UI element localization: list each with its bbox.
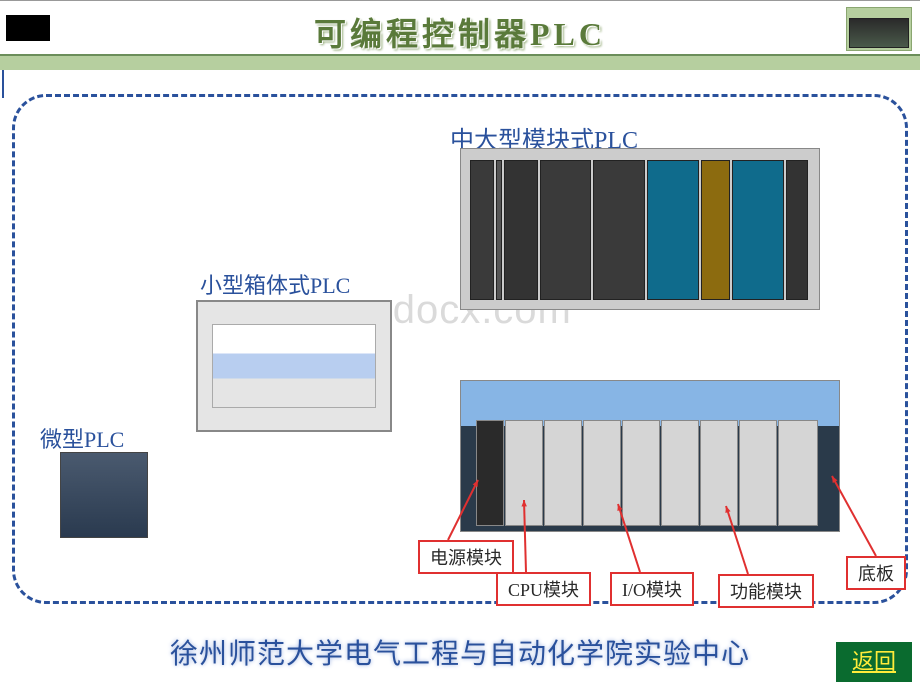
- plc-module: [700, 420, 738, 526]
- plc-rack-1: [470, 160, 810, 300]
- plc-module: [470, 160, 494, 300]
- plc-mini-icon: [849, 18, 909, 48]
- plc-module: [504, 160, 538, 300]
- plc-module: [739, 420, 777, 526]
- label-micro-plc: 微型PLC: [40, 422, 124, 454]
- plc-module: [647, 160, 699, 300]
- header-band: [0, 56, 920, 70]
- plc-module: [661, 420, 699, 526]
- page-title: 可编程控制器PLC: [0, 9, 920, 55]
- header: 可编程控制器PLC: [0, 0, 920, 56]
- plc-module: [778, 420, 818, 526]
- label-small-box-plc: 小型箱体式PLC: [200, 268, 350, 300]
- plc-module: [540, 160, 592, 300]
- plc-module: [732, 160, 784, 300]
- plc-module: [593, 160, 645, 300]
- header-thumb-right: [846, 7, 912, 51]
- image-micro-plc: [60, 452, 148, 538]
- plc-module: [544, 420, 582, 526]
- callout-power: 电源模块: [418, 540, 514, 574]
- plc-module: [701, 160, 731, 300]
- callout-func: 功能模块: [718, 574, 814, 608]
- callout-base: 底板: [846, 556, 906, 590]
- footer-text: 徐州师范大学电气工程与自动化学院实验中心: [0, 632, 920, 672]
- plc-module: [505, 420, 543, 526]
- small-plc-body: [212, 324, 376, 408]
- plc-module: [786, 160, 808, 300]
- plc-module: [496, 160, 502, 300]
- connector-line: [2, 70, 4, 98]
- return-button[interactable]: 返回: [836, 642, 912, 682]
- plc-module: [476, 420, 504, 526]
- plc-module: [583, 420, 621, 526]
- plc-rack-2: [476, 420, 822, 526]
- callout-io: I/O模块: [610, 572, 694, 606]
- plc-module: [622, 420, 660, 526]
- callout-cpu: CPU模块: [496, 572, 591, 606]
